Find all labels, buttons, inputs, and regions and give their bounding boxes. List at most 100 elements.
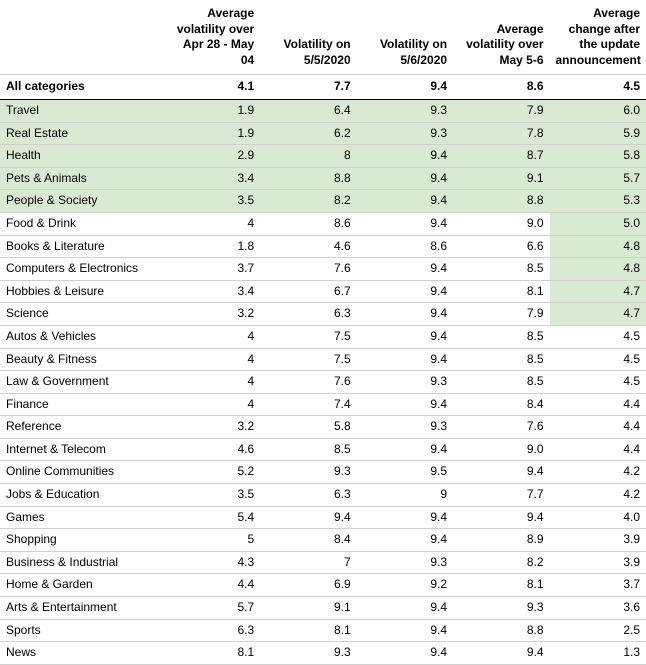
cell-v0506: 9.3 — [357, 551, 453, 574]
table-row: Jobs & Education3.56.397.74.2 — [0, 484, 646, 507]
table-row: Online Communities5.29.39.59.44.2 — [0, 461, 646, 484]
cell-avgMay: 9.4 — [453, 461, 549, 484]
cell-v0505: 8.2 — [260, 190, 356, 213]
table-row: Health2.989.48.75.8 — [0, 145, 646, 168]
cell-avgMay: 8.5 — [453, 325, 549, 348]
cell-v0505: 6.2 — [260, 122, 356, 145]
cell-v0505: 9.3 — [260, 642, 356, 665]
cell-category: Beauty & Fitness — [0, 348, 164, 371]
cell-avgMay: 8.1 — [453, 280, 549, 303]
cell-category: People & Society — [0, 190, 164, 213]
cell-v0505: 8.6 — [260, 212, 356, 235]
cell-category: Science — [0, 303, 164, 326]
cell-avgApr: 4 — [164, 348, 260, 371]
cell-v0506: 8.6 — [357, 235, 453, 258]
cell-avgMay: 8.8 — [453, 619, 549, 642]
cell-v0506: 9.4 — [357, 348, 453, 371]
table-body: All categories 4.1 7.7 9.4 8.6 4.5 Trave… — [0, 75, 646, 664]
cell-chg: 4.4 — [550, 438, 646, 461]
col-header-category — [0, 0, 164, 75]
cell-v0506: 9.4 — [357, 212, 453, 235]
cell-v0505: 5.8 — [260, 416, 356, 439]
cell-v0506: 9.4 — [357, 393, 453, 416]
cell-category: News — [0, 642, 164, 665]
cell-chg: 3.9 — [550, 551, 646, 574]
table-row: Business & Industrial4.379.38.23.9 — [0, 551, 646, 574]
cell-v0506: 9.4 — [357, 438, 453, 461]
cell-chg: 5.8 — [550, 145, 646, 168]
cell-category: Real Estate — [0, 122, 164, 145]
table-row: Reference3.25.89.37.64.4 — [0, 416, 646, 439]
col-header-avg-may: Average volatility over May 5-6 — [453, 0, 549, 75]
table-row: Real Estate1.96.29.37.85.9 — [0, 122, 646, 145]
cell-v0505: 7.4 — [260, 393, 356, 416]
cell-avgMay: 9.4 — [453, 642, 549, 665]
table-row: Shopping58.49.48.93.9 — [0, 529, 646, 552]
cell-chg: 1.3 — [550, 642, 646, 665]
cell-avgApr: 5.4 — [164, 506, 260, 529]
cell-v0506: 9.4 — [357, 190, 453, 213]
cell-avgApr: 2.9 — [164, 145, 260, 168]
cell-v0506: 9.4 — [357, 145, 453, 168]
cell-chg: 4.8 — [550, 235, 646, 258]
table-row: Food & Drink48.69.49.05.0 — [0, 212, 646, 235]
cell-avgApr: 3.4 — [164, 280, 260, 303]
cell-v0505: 8.5 — [260, 438, 356, 461]
cell-avgMay: 8.5 — [453, 371, 549, 394]
table-row: Games5.49.49.49.44.0 — [0, 506, 646, 529]
cell-avgApr: 3.4 — [164, 167, 260, 190]
cell-avgApr: 1.9 — [164, 122, 260, 145]
cell-category: Reference — [0, 416, 164, 439]
cell-avg-apr: 4.1 — [164, 75, 260, 100]
cell-category: Sports — [0, 619, 164, 642]
cell-v0505: 6.9 — [260, 574, 356, 597]
table-row: People & Society3.58.29.48.85.3 — [0, 190, 646, 213]
cell-avgApr: 4 — [164, 325, 260, 348]
table-row: Hobbies & Leisure3.46.79.48.14.7 — [0, 280, 646, 303]
cell-avgMay: 8.5 — [453, 348, 549, 371]
cell-chg: 4.7 — [550, 303, 646, 326]
cell-v0506: 9.4 — [357, 529, 453, 552]
cell-avgApr: 4.3 — [164, 551, 260, 574]
cell-v0506: 9.4 — [357, 280, 453, 303]
cell-avgMay: 7.7 — [453, 484, 549, 507]
cell-chg: 4.2 — [550, 461, 646, 484]
cell-v0506: 9.4 — [357, 506, 453, 529]
cell-v0506: 9.4 — [357, 167, 453, 190]
table-row: Beauty & Fitness47.59.48.54.5 — [0, 348, 646, 371]
cell-chg: 5.3 — [550, 190, 646, 213]
cell-avgMay: 7.9 — [453, 99, 549, 122]
table-row: Internet & Telecom4.68.59.49.04.4 — [0, 438, 646, 461]
cell-v0506: 9.4 — [357, 303, 453, 326]
table-row: Law & Government47.69.38.54.5 — [0, 371, 646, 394]
cell-category: Finance — [0, 393, 164, 416]
cell-avgApr: 8.1 — [164, 642, 260, 665]
cell-v0505: 8.8 — [260, 167, 356, 190]
table-row: Pets & Animals3.48.89.49.15.7 — [0, 167, 646, 190]
cell-chg: 5.9 — [550, 122, 646, 145]
cell-avgApr: 3.5 — [164, 190, 260, 213]
col-header-vol-0505: Volatility on 5/5/2020 — [260, 0, 356, 75]
cell-v0505: 6.3 — [260, 484, 356, 507]
cell-v0505: 6.7 — [260, 280, 356, 303]
cell-avgApr: 4.4 — [164, 574, 260, 597]
cell-v0506: 9.5 — [357, 461, 453, 484]
cell-avgMay: 8.4 — [453, 393, 549, 416]
cell-chg: 3.7 — [550, 574, 646, 597]
cell-avgApr: 1.8 — [164, 235, 260, 258]
table-row: Sports6.38.19.48.82.5 — [0, 619, 646, 642]
cell-v0506: 9.4 — [357, 325, 453, 348]
cell-v0506: 9.3 — [357, 99, 453, 122]
cell-chg: 4.8 — [550, 258, 646, 281]
cell-v0505: 4.6 — [260, 235, 356, 258]
cell-v0505: 8.4 — [260, 529, 356, 552]
cell-v0506: 9.2 — [357, 574, 453, 597]
cell-v0506: 9.3 — [357, 416, 453, 439]
cell-category: Internet & Telecom — [0, 438, 164, 461]
table-row: Home & Garden4.46.99.28.13.7 — [0, 574, 646, 597]
cell-category: Health — [0, 145, 164, 168]
cell-avgApr: 3.7 — [164, 258, 260, 281]
cell-category: Home & Garden — [0, 574, 164, 597]
cell-change: 4.5 — [550, 75, 646, 100]
cell-avgMay: 6.6 — [453, 235, 549, 258]
